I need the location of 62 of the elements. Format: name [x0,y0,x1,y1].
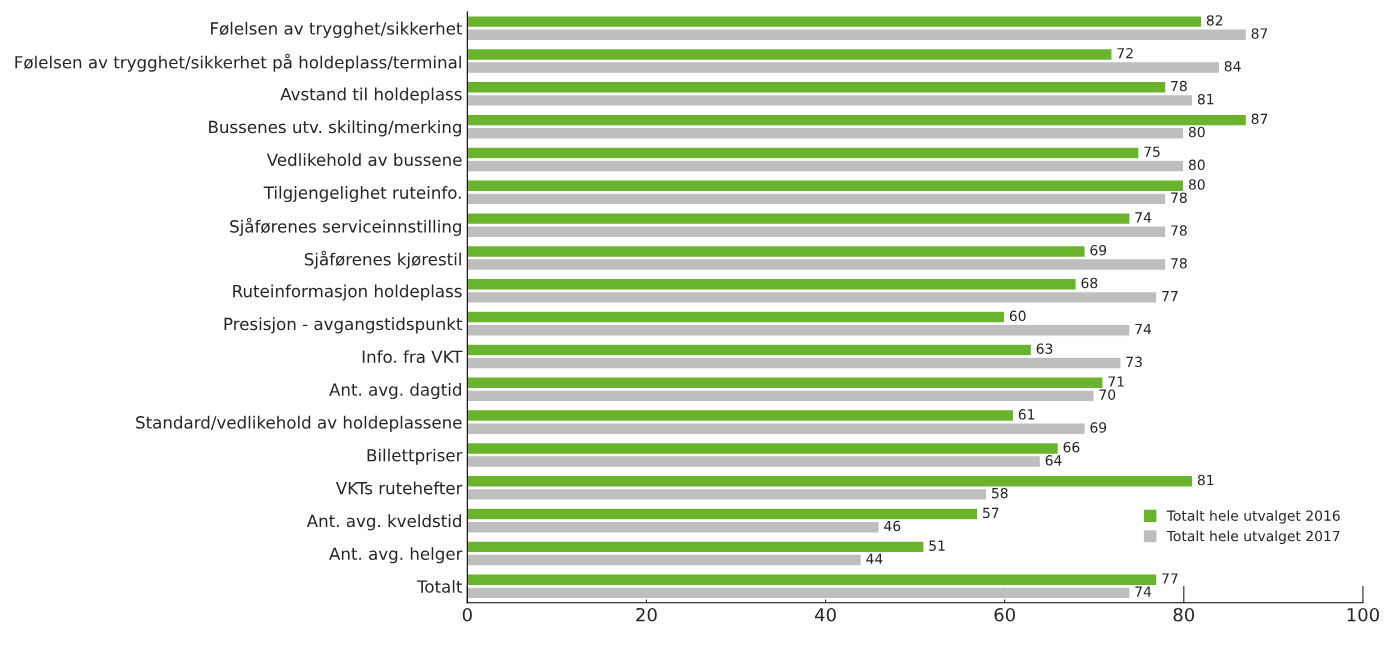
y-tick-label: Bussenes utv. skilting/merking [209,120,461,137]
y-tick-label: Tilgjengelighet ruteinfo. [263,185,461,203]
data-label: 75 [1144,146,1160,157]
y-tick-label: Ant. avg. helger [329,547,463,564]
data-label: 77 [1162,291,1178,302]
data-label: 78 [1171,80,1187,92]
y-tick-label: Ant. avg. kveldstid [306,514,461,531]
legend-label: Totalt hele utvalget 2016 [1166,510,1340,524]
x-tick-label: 100 [1347,607,1379,622]
data-label: 46 [884,520,901,532]
y-tick-label: Totalt [416,579,463,593]
data-label: 78 [1171,258,1187,269]
data-label: 64 [1045,455,1062,466]
data-label: 72 [1117,47,1133,59]
data-label: 74 [1135,323,1152,335]
data-label: 66 [1063,441,1080,453]
y-tick-label: VKTs rutehefter [335,481,463,495]
data-label: 51 [929,540,945,551]
data-label: 73 [1126,356,1142,368]
y-tick-label: Info. fra VKT [362,350,463,364]
data-label: 69 [1090,422,1107,433]
data-label: 87 [1251,28,1268,39]
y-tick-label: Vedlikehold av bussene [266,153,462,167]
data-label: 74 [1135,586,1152,597]
data-label: 44 [866,553,883,564]
y-tick-label: Sjåførenes kjørestil [304,250,461,269]
data-label: 58 [992,487,1008,499]
y-tick-label: Sjåførenes serviceinnstilling [230,217,461,236]
x-tick-label: 60 [994,607,1015,622]
legend-label: Totalt hele utvalget 2017 [1166,530,1340,544]
data-label: 80 [1188,126,1205,138]
y-tick-label: Følelsen av trygghet/sikkerhet [211,21,463,38]
y-tick-label: Avstand til holdeplass [280,87,462,104]
data-label: 81 [1197,474,1214,486]
x-tick-label: 80 [1173,607,1195,622]
data-label: 71 [1108,376,1124,387]
data-label: 87 [1251,113,1268,125]
data-label: 60 [1009,310,1026,322]
y-tick-label: Standard/vedlikehold av holdeplassene [136,415,462,432]
x-tick-label: 0 [462,607,472,622]
data-label: 82 [1206,15,1223,26]
x-tick-label: 40 [814,607,836,622]
data-label: 63 [1036,343,1053,354]
y-tick-label: Presisjon - avgangstidspunkt [224,317,463,334]
data-label: 78 [1171,225,1187,236]
data-label: 78 [1171,192,1187,203]
data-label: 69 [1090,244,1107,256]
data-label: 84 [1224,61,1241,72]
data-label: 81 [1197,93,1214,105]
y-tick-label: Ruteinformasjon holdeplass [233,284,462,301]
x-tick-label: 20 [636,607,657,622]
data-label: 80 [1188,179,1205,190]
data-label: 57 [983,507,999,519]
data-label: 74 [1135,212,1152,223]
data-label: 61 [1018,409,1035,420]
data-label: 77 [1162,573,1178,584]
y-tick-label: Ant. avg. dagtid [329,382,461,400]
data-label: 68 [1081,277,1098,289]
y-tick-label: Billettpriser [367,448,463,465]
y-tick-label: Følelsen av trygghet/sikkerhet på holdeplass/terminal [15,53,461,72]
data-label: 80 [1188,159,1205,171]
data-label: 70 [1099,389,1116,400]
